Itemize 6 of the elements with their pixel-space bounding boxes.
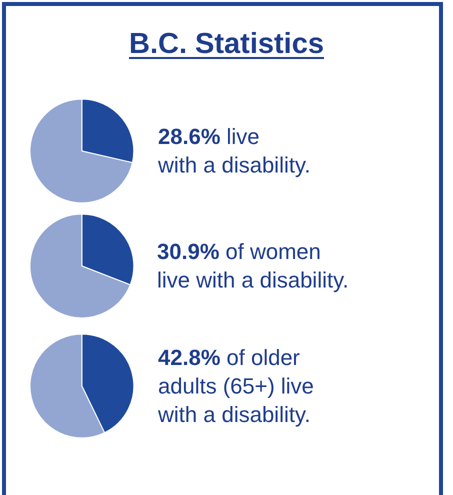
pie-slice: [30, 214, 131, 318]
text: B.C. Statistics: [128, 28, 325, 61]
text: 42.8% of older adults (65+) live with a disability.: [157, 345, 314, 428]
pie-slice: [30, 98, 133, 204]
text: 30.9% of women live with a disability.: [157, 239, 349, 293]
text: 28.6% live with a disability.: [157, 124, 310, 178]
